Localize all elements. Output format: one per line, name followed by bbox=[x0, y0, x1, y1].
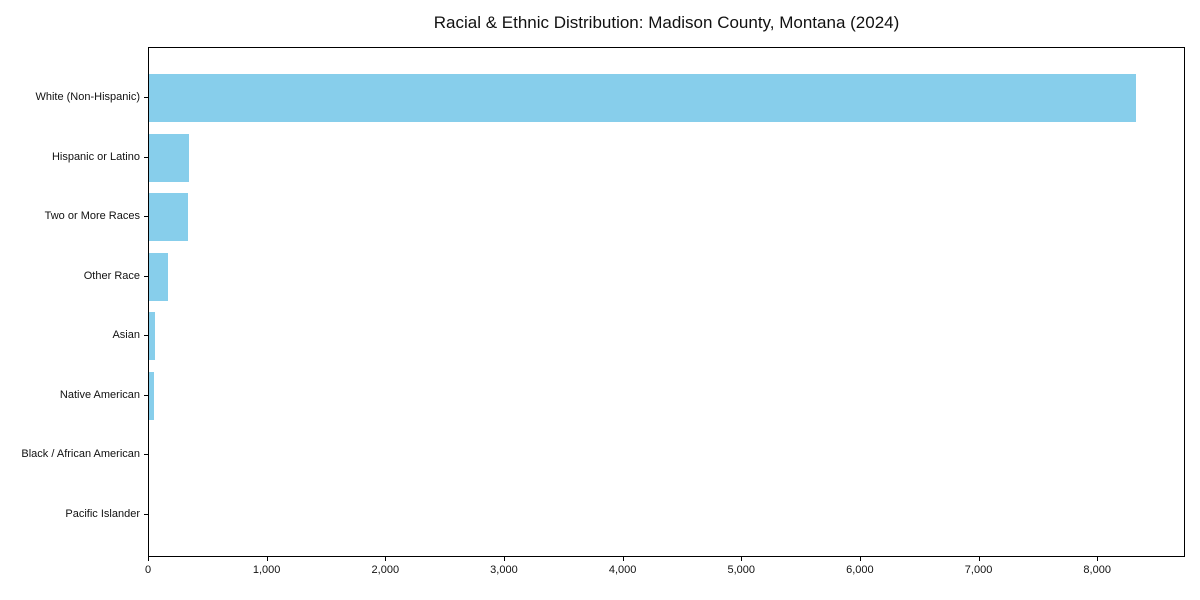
x-tick-label-1000: 1,000 bbox=[252, 564, 281, 576]
bar-asian bbox=[149, 312, 155, 361]
bar-native-american bbox=[149, 371, 154, 420]
y-tick-mark bbox=[144, 394, 148, 396]
x-tick-label-8000: 8,000 bbox=[1083, 564, 1111, 576]
x-tick-mark bbox=[741, 557, 743, 561]
x-tick-mark bbox=[148, 557, 149, 561]
y-axis-label-two-or-more-races: Two or More Races bbox=[44, 210, 140, 223]
y-tick-mark bbox=[144, 216, 148, 218]
y-tick-mark bbox=[144, 335, 148, 337]
y-tick-mark bbox=[144, 97, 148, 98]
chart-title: Racial & Ethnic Distribution: Madison Co… bbox=[433, 13, 900, 32]
x-tick-label-5000: 5,000 bbox=[727, 564, 755, 576]
bar-white-non-hispanic bbox=[149, 74, 1137, 122]
x-tick-mark bbox=[385, 557, 387, 561]
x-tick-mark bbox=[859, 557, 861, 561]
bar-hispanic-or-latino bbox=[149, 133, 189, 182]
y-tick-mark bbox=[144, 156, 148, 158]
y-tick-mark bbox=[144, 513, 148, 515]
y-axis-label-other-race: Other Race bbox=[83, 269, 140, 282]
x-tick-label-2000: 2,000 bbox=[371, 564, 400, 576]
bar-two-or-more-races bbox=[149, 193, 188, 242]
x-tick-mark bbox=[978, 557, 980, 561]
y-axis-label-asian: Asian bbox=[112, 329, 140, 342]
x-tick-mark bbox=[266, 557, 268, 561]
y-tick-mark bbox=[144, 454, 148, 456]
bar-other-race bbox=[149, 252, 168, 301]
x-tick-label-3000: 3,000 bbox=[490, 564, 518, 576]
y-axis-label-pacific-islander: Pacific Islander bbox=[65, 507, 140, 520]
plot-area bbox=[148, 47, 1185, 557]
x-tick-mark bbox=[622, 557, 624, 561]
x-tick-mark bbox=[1097, 557, 1099, 561]
x-tick-mark bbox=[503, 557, 505, 561]
y-axis-label-black-african-american: Black / African American bbox=[21, 448, 140, 461]
y-axis-label-native-american: Native American bbox=[59, 388, 140, 401]
x-tick-label-0: 0 bbox=[144, 564, 152, 576]
x-tick-label-6000: 6,000 bbox=[846, 564, 874, 576]
x-tick-label-7000: 7,000 bbox=[964, 564, 993, 576]
x-tick-label-4000: 4,000 bbox=[608, 564, 637, 576]
y-axis-label-white-non-hispanic: White (Non-Hispanic) bbox=[35, 91, 140, 103]
y-tick-mark bbox=[144, 275, 148, 277]
y-axis-label-hispanic-or-latino: Hispanic or Latino bbox=[51, 150, 140, 163]
